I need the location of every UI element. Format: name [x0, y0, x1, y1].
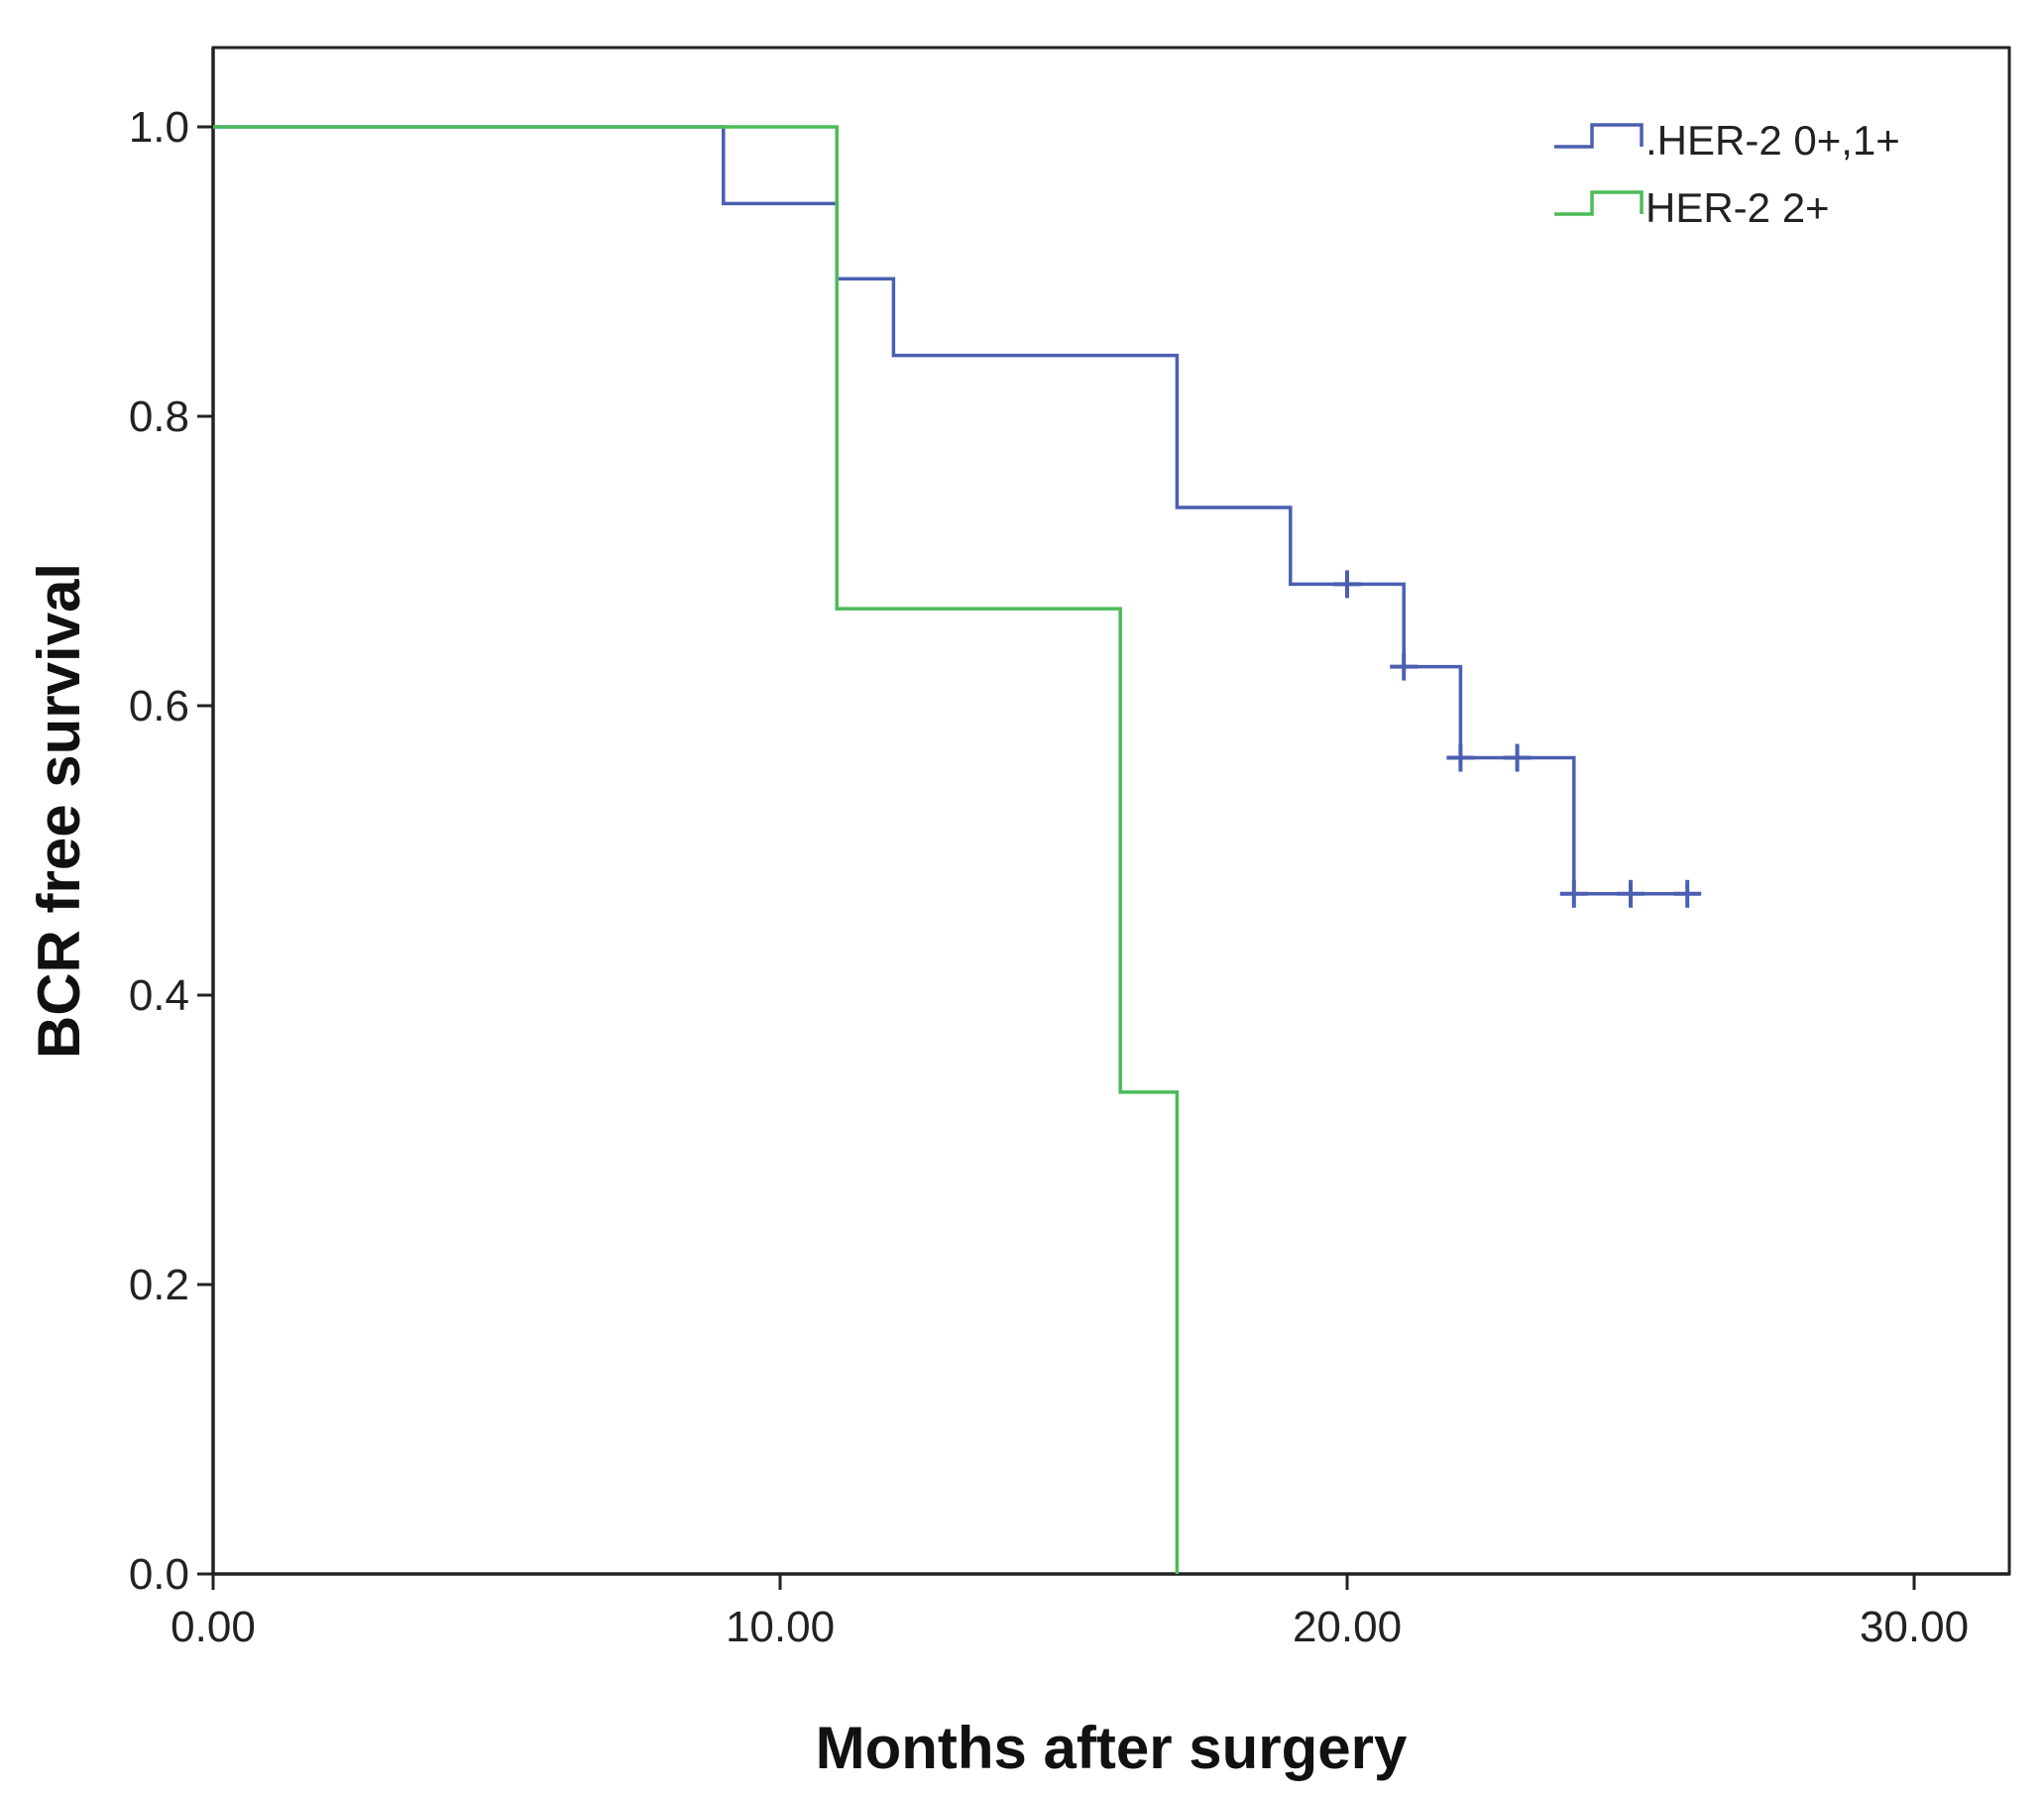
y-tick-label: 0.6 [129, 682, 189, 730]
censor-mark [1673, 879, 1702, 908]
x-tick-label: 20.00 [1293, 1603, 1402, 1651]
censor-mark [1503, 743, 1532, 772]
x-axis-ticks: 0.00 10.00 20.00 30.00 [170, 1574, 1969, 1651]
series-layer [213, 125, 1702, 1574]
censor-mark [1617, 879, 1645, 908]
censor-mark [1390, 652, 1419, 681]
y-axis-title: BCR free survival [26, 563, 92, 1059]
legend-swatch-1 [1554, 190, 1644, 216]
legend-swatch-0 [1554, 123, 1644, 149]
legend-label: .HER-2 0+,1+ [1646, 117, 1900, 164]
censor-mark [1333, 570, 1361, 599]
y-tick-label: 1.0 [129, 103, 189, 152]
y-tick-label: 0.0 [129, 1550, 189, 1599]
series-line-0 [213, 125, 1688, 896]
legend-item: .HER-2 0+,1+ [1554, 117, 1900, 164]
plot-frame [211, 46, 2011, 1576]
y-tick-label: 0.4 [129, 971, 189, 1020]
legend-label: HER-2 2+ [1646, 184, 1830, 231]
legend-item: HER-2 2+ [1554, 184, 1830, 231]
x-axis-title: Months after surgery [816, 1715, 1408, 1781]
series-line-1 [213, 125, 1180, 1574]
y-tick-label: 0.2 [129, 1261, 189, 1309]
censor-mark [1559, 879, 1588, 908]
legend: .HER-2 0+,1+ HER-2 2+ [1554, 117, 1900, 231]
y-tick-label: 0.8 [129, 393, 189, 441]
x-tick-label: 30.00 [1860, 1603, 1969, 1651]
x-tick-label: 10.00 [726, 1603, 835, 1651]
censor-mark [1446, 743, 1475, 772]
y-axis-ticks: 0.0 0.2 0.4 0.6 0.8 1.0 [129, 103, 213, 1599]
x-tick-label: 0.00 [170, 1603, 256, 1651]
